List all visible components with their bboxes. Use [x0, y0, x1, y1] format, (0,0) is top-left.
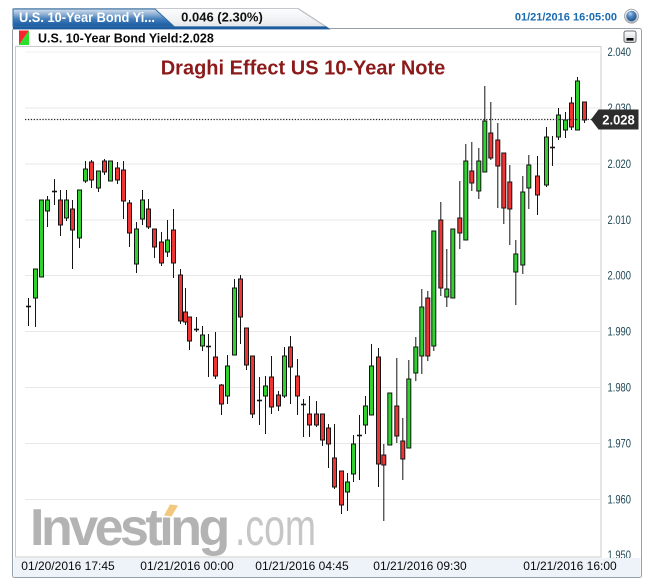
svg-text:1.960: 1.960 — [608, 492, 632, 506]
svg-text:01/21/2016 16:05:00: 01/21/2016 16:05:00 — [515, 12, 617, 24]
svg-text:01/20/2016 17:45: 01/20/2016 17:45 — [21, 559, 115, 573]
svg-text:2.000: 2.000 — [608, 269, 632, 283]
svg-text:1.980: 1.980 — [608, 381, 632, 395]
svg-text:2.040: 2.040 — [608, 45, 632, 59]
svg-text:1.970: 1.970 — [608, 436, 632, 450]
svg-text:2.028: 2.028 — [602, 113, 635, 128]
svg-text:U.S. 10-Year Bond Yield:2.028: U.S. 10-Year Bond Yield:2.028 — [38, 32, 214, 46]
svg-text:2.020: 2.020 — [608, 157, 632, 171]
svg-text:2.010: 2.010 — [608, 213, 632, 227]
svg-text:Investıng: Investıng — [30, 499, 227, 557]
svg-text:01/21/2016 09:30: 01/21/2016 09:30 — [373, 559, 467, 573]
svg-text:1.990: 1.990 — [608, 325, 632, 339]
svg-text:01/21/2016 00:00: 01/21/2016 00:00 — [140, 559, 234, 573]
svg-text:01/21/2016 16:00: 01/21/2016 16:00 — [523, 559, 617, 573]
svg-text:.com: .com — [235, 498, 316, 557]
svg-text:01/21/2016 04:45: 01/21/2016 04:45 — [255, 559, 349, 573]
svg-text:Draghi Effect US 10-Year Note: Draghi Effect US 10-Year Note — [161, 58, 446, 80]
svg-text:0.046 (2.30%): 0.046 (2.30%) — [181, 10, 263, 25]
svg-text:U.S. 10-Year Bond Yi...: U.S. 10-Year Bond Yi... — [19, 10, 155, 25]
